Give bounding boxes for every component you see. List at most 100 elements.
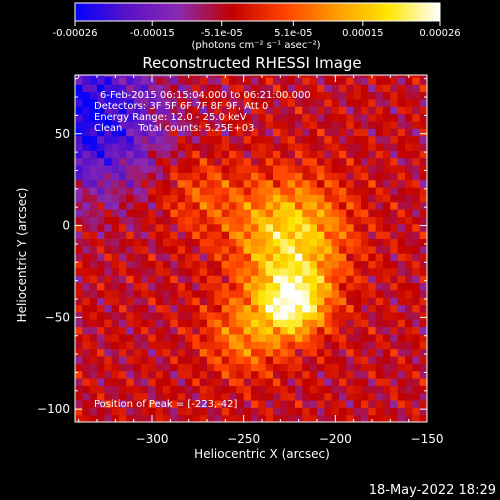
heatmap-cell [133,76,142,85]
heatmap-cell [111,414,120,422]
heatmap-cell [243,370,252,379]
heatmap-cell [229,238,237,247]
heatmap-cell [265,348,274,357]
heatmap-cell [346,289,355,298]
heatmap-cell [397,186,406,195]
heatmap-cell [397,363,406,372]
heatmap-cell [258,106,267,115]
x-axis: −300 −250 −200 −150 [78,75,443,446]
heatmap-cell [317,319,325,328]
heatmap-cell [331,150,340,159]
annotation-energy: Energy Range: 12.0 - 25.0 keV [94,112,247,123]
heatmap-cell [302,209,311,217]
heatmap-cell [324,216,333,225]
heatmap-cell [97,385,105,394]
heatmap-cell [405,304,413,313]
heatmap-cell [82,311,91,320]
heatmap-cell [104,194,113,203]
heatmap-cell [229,179,237,188]
y-axis: 500−50−100 [37,78,427,416]
heatmap-cell [251,179,259,188]
heatmap-cell [397,113,406,122]
heatmap-cell [192,385,201,394]
heatmap-cell [287,282,296,291]
heatmap-cell [177,267,186,276]
heatmap-cell [177,341,186,350]
heatmap-cell [141,370,149,379]
heatmap-cell [368,370,377,379]
heatmap-cell [207,245,215,254]
colorbar-tick-label: -0.00026 [53,28,98,39]
heatmap-cell [302,216,311,225]
heatmap-cell [199,142,208,151]
heatmap-cell [177,201,186,210]
heatmap-cell [258,326,267,335]
heatmap-cell [295,260,303,269]
heatmap-cell [236,194,245,203]
heatmap-cell [155,297,164,306]
heatmap-cell [148,172,157,181]
heatmap-cell [361,304,369,313]
heatmap-cell [353,304,362,313]
heatmap-cell [302,392,311,401]
heatmap-cell [368,157,377,166]
heatmap-cell [265,238,274,247]
heatmap-cell [111,98,120,107]
heatmap-cell [419,245,427,254]
heatmap-cell [133,311,142,320]
heatmap-cell [361,231,369,239]
heatmap-cell [412,98,421,107]
heatmap-cell [317,157,325,166]
heatmap-cell [229,289,237,298]
heatmap-cell [412,355,421,364]
heatmap-cell [82,106,91,115]
heatmap-cell [236,253,245,262]
heatmap-cell [82,76,91,85]
heatmap-cell [214,414,223,422]
heatmap-cell [75,164,83,173]
heatmap-cell [177,238,186,247]
heatmap-cell [75,128,83,137]
heatmap-cell [317,238,325,247]
heatmap-cell [353,326,362,335]
heatmap-cell [331,216,340,225]
heatmap-cell [339,414,347,422]
heatmap-cell [361,106,369,115]
heatmap-cell [155,223,164,232]
heatmap-cell [412,164,421,173]
heatmap-cell [141,209,149,217]
heatmap-cell [229,275,237,284]
heatmap-cell [82,128,91,137]
heatmap-cell [111,341,120,350]
heatmap-cell [133,75,142,78]
heatmap-cell [324,113,333,122]
heatmap-cell [97,209,105,217]
heatmap-cell [126,370,135,379]
heatmap-cell [163,91,171,100]
heatmap-cell [243,341,252,350]
heatmap-cell [368,164,377,173]
heatmap-cell [89,370,98,379]
heatmap-cell [148,179,157,188]
heatmap-cell [119,142,127,151]
heatmap-cell [126,260,135,269]
heatmap-cell [324,282,333,291]
heatmap-cell [273,120,281,129]
heatmap-cell [302,282,311,291]
heatmap-cell [302,186,311,195]
heatmap-cell [82,377,91,386]
heatmap-cell [295,385,303,394]
heatmap-cell [346,209,355,217]
heatmap-cell [126,186,135,195]
heatmap-cell [243,282,252,291]
heatmap-cell [368,223,377,232]
heatmap-cell [119,150,127,159]
heatmap-cell [119,289,127,298]
heatmap-cell [221,106,230,115]
heatmap-cell [390,319,399,328]
heatmap-cell [133,399,142,408]
heatmap-cell [258,399,267,408]
heatmap-cell [97,282,105,291]
heatmap-cell [361,75,369,78]
heatmap-cell [119,223,127,232]
